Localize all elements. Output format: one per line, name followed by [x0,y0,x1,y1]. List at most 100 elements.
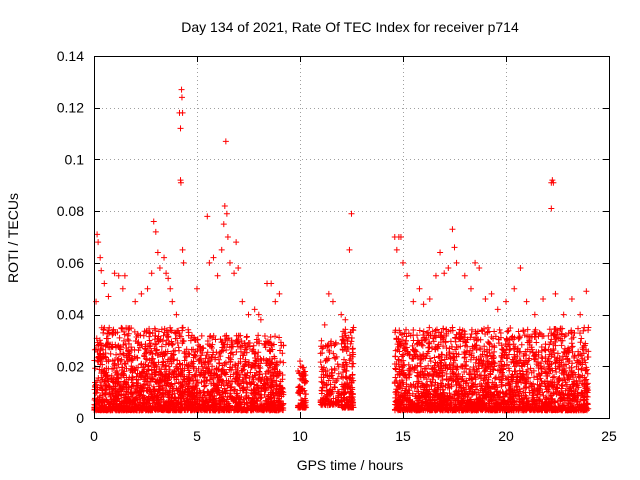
data-point [339,369,346,376]
data-point [199,363,206,370]
data-point [205,403,212,410]
data-point [231,386,238,393]
data-point [248,389,255,396]
data-point [538,354,545,361]
data-point [129,374,136,381]
data-point [243,395,250,402]
data-point [204,390,211,397]
data-point [98,382,105,389]
data-point [113,368,120,375]
data-point [110,398,117,405]
data-point [296,370,303,377]
data-point [131,366,138,373]
data-point [98,342,105,349]
data-point [277,358,284,365]
data-point [118,325,125,332]
data-point [230,351,237,358]
data-point [342,367,349,374]
data-point [262,338,269,345]
data-point [105,406,112,413]
data-point [171,329,178,336]
data-point [152,350,159,357]
data-point [339,361,346,368]
data-point [120,337,127,344]
data-point [151,388,158,395]
data-point [417,363,424,370]
data-point [190,392,197,399]
data-point [100,346,107,353]
data-point [204,349,211,356]
data-point [130,405,137,412]
data-point [547,392,554,399]
data-point [271,355,278,362]
data-point [142,345,149,352]
data-point [116,334,123,341]
data-point [242,356,249,363]
data-point [443,370,450,377]
data-point [348,379,355,386]
data-point [219,389,226,396]
data-point [268,382,275,389]
data-point [271,401,278,408]
data-point [217,376,224,383]
data-point [112,388,119,395]
data-point [267,348,274,355]
data-point [256,338,263,345]
data-point [189,391,196,398]
data-point [350,377,357,384]
data-point [239,376,246,383]
data-point [121,331,128,338]
data-point [221,343,228,350]
data-point [135,339,142,346]
data-point [223,332,230,339]
data-point [252,389,259,396]
data-point [136,344,143,351]
data-point [274,403,281,410]
data-point [215,356,222,363]
data-point [154,335,161,342]
data-point [392,327,399,334]
data-point [104,377,111,384]
data-point [472,328,479,335]
data-point [452,334,459,341]
data-point [253,385,260,392]
data-point [264,400,271,407]
data-point [346,375,353,382]
data-point [318,337,325,344]
data-point [252,363,259,370]
data-point [179,337,186,344]
data-point [466,366,473,373]
data-point [165,376,172,383]
data-point [551,373,558,380]
data-point [227,373,234,380]
data-point [400,361,407,368]
data-point [225,382,232,389]
data-point [210,349,217,356]
data-point [328,390,335,397]
data-point [171,380,178,387]
data-point [139,395,146,402]
data-point [177,388,184,395]
data-point [324,357,331,364]
data-point [121,360,128,367]
data-point [273,397,280,404]
data-point [218,406,225,413]
data-point [158,366,165,373]
data-point [531,334,538,341]
data-point [542,368,549,375]
data-point [243,372,250,379]
data-point [114,380,121,387]
data-point [216,398,223,405]
data-point [146,343,153,350]
data-point [319,399,326,406]
data-point [210,376,217,383]
data-point [524,326,531,333]
data-point [116,382,123,389]
data-point [539,355,546,362]
data-point [124,389,131,396]
data-point [227,350,234,357]
data-point [324,372,331,379]
data-point [104,398,111,405]
data-point [181,407,188,414]
data-point [241,361,248,368]
